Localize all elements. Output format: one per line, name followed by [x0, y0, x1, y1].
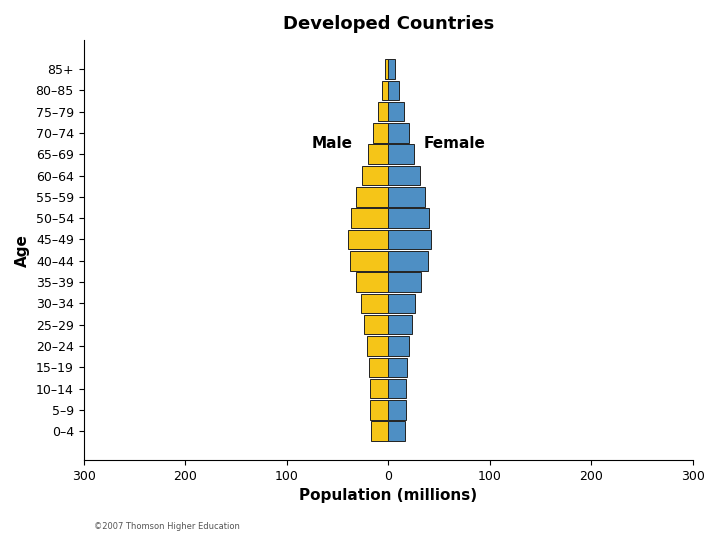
Bar [388, 294, 415, 313]
Text: Female: Female [423, 136, 485, 151]
Bar [371, 421, 388, 441]
Bar [388, 208, 429, 228]
Bar [388, 166, 420, 185]
Bar [356, 272, 388, 292]
Text: ©2007 Thomson Higher Education: ©2007 Thomson Higher Education [94, 522, 240, 531]
Bar [388, 102, 403, 122]
Bar [388, 421, 405, 441]
Bar [370, 400, 388, 420]
Bar [388, 379, 405, 399]
Bar [388, 123, 409, 143]
Bar [368, 144, 388, 164]
Bar [364, 315, 388, 334]
Bar [362, 166, 388, 185]
Bar [388, 400, 405, 420]
Bar [388, 187, 425, 207]
Title: Developed Countries: Developed Countries [283, 15, 494, 33]
Bar [370, 379, 388, 399]
Bar [369, 357, 388, 377]
Bar [388, 230, 431, 249]
Bar [378, 102, 388, 122]
Bar [388, 315, 412, 334]
Y-axis label: Age: Age [15, 234, 30, 267]
Bar [351, 208, 388, 228]
Bar [388, 59, 395, 79]
Bar [350, 251, 388, 271]
Bar [388, 336, 409, 356]
Text: Male: Male [312, 136, 353, 151]
Bar [388, 144, 414, 164]
Bar [388, 80, 400, 100]
Bar [356, 187, 388, 207]
Bar [367, 336, 388, 356]
Bar [385, 59, 388, 79]
Bar [361, 294, 388, 313]
Bar [388, 357, 407, 377]
X-axis label: Population (millions): Population (millions) [300, 488, 477, 503]
Bar [388, 272, 420, 292]
Bar [373, 123, 388, 143]
Bar [388, 251, 428, 271]
Bar [382, 80, 388, 100]
Bar [348, 230, 388, 249]
